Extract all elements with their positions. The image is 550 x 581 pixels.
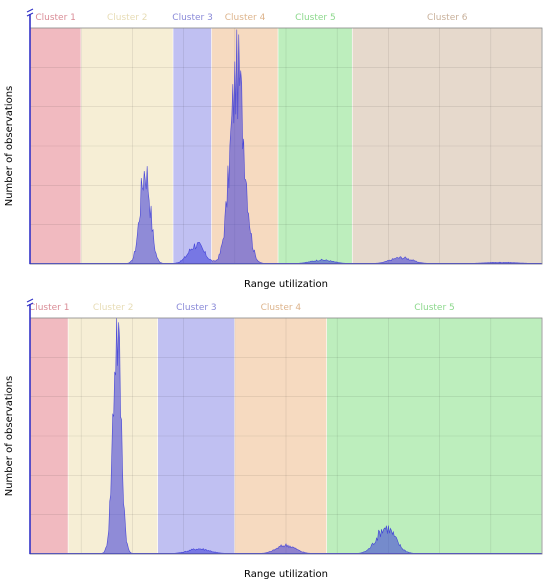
cluster-band-5 [326,318,542,554]
cluster-label-5: Cluster 5 [295,13,336,23]
cluster-label-1: Cluster 1 [35,13,76,23]
cluster-label-3: Cluster 3 [172,13,213,23]
cluster-band-2 [81,28,174,264]
chart-bottom: Cluster 1 Cluster 2 Cluster 3 Cluster 4 Clus… [4,298,543,580]
x-axis-label: Range utilization [244,569,328,580]
cluster-label-3: Cluster 3 [176,303,217,313]
grid-lines [30,28,542,264]
cluster-band-4 [234,318,327,554]
cluster-labels: Cluster 1 Cluster 2 Cluster 3 Cluster 4 Clus… [29,303,455,313]
axis-break-icon [26,8,34,17]
histogram-series [29,29,543,265]
y-axis-label: Number of observations [4,376,15,497]
cluster-band-1 [30,318,69,554]
cluster-label-4: Cluster 4 [225,13,266,23]
cluster-band-6 [352,28,542,264]
axis-break-icon [26,298,34,307]
x-axis-label: Range utilization [244,279,328,290]
cluster-band-3 [158,318,235,554]
y-axis-label: Number of observations [4,86,15,207]
cluster-band-5 [278,28,353,264]
cluster-band-1 [30,28,82,264]
cluster-label-2: Cluster 2 [107,13,148,23]
chart-top: Cluster 1 Cluster 2 Cluster 3 Cluster 4 Clus… [4,8,543,290]
cluster-labels: Cluster 1 Cluster 2 Cluster 3 Cluster 4 Clus… [35,13,467,23]
cluster-label-5: Cluster 5 [414,303,455,313]
cluster-label-1: Cluster 1 [29,303,70,313]
cluster-label-2: Cluster 2 [93,303,134,313]
cluster-label-6: Cluster 6 [427,13,468,23]
cluster-band-3 [173,28,212,264]
cluster-label-4: Cluster 4 [261,303,302,313]
histogram-series [29,317,543,555]
cluster-bands [30,318,543,554]
